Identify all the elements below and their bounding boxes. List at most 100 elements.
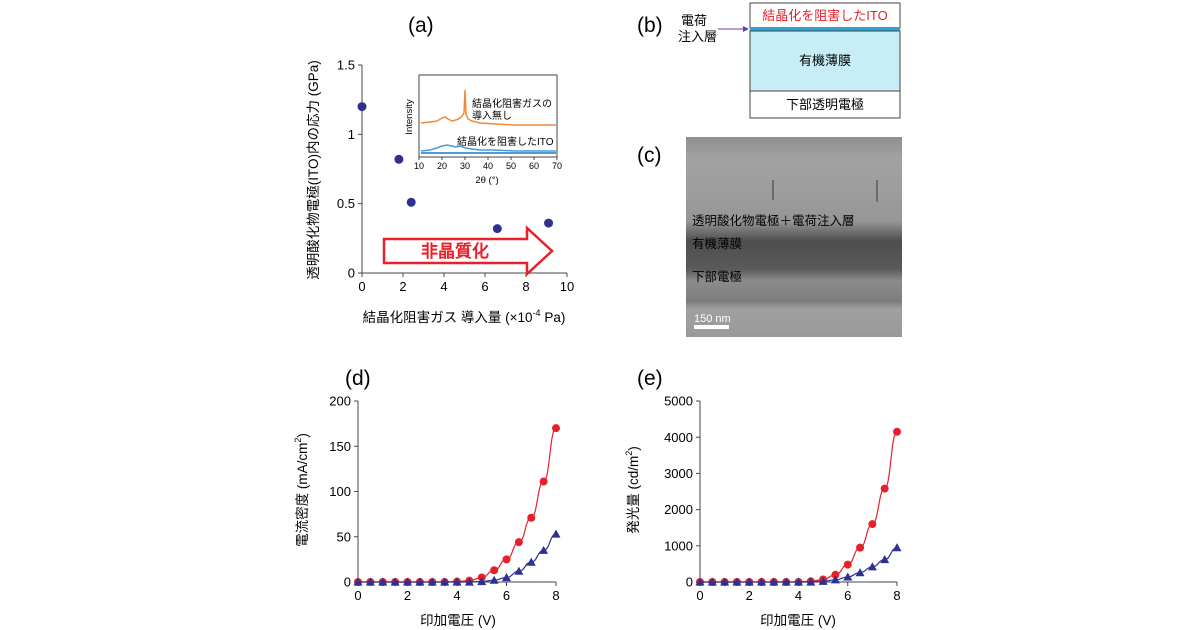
inset-legend-no-gas-line2: 導入無し — [472, 109, 512, 122]
chart-d-xtick-label: 0 — [354, 588, 361, 603]
chart-d-point — [440, 577, 450, 586]
inject-label-line2: 注入層 — [678, 29, 717, 44]
chart-a-ylabel: 透明酸化物電極(ITO)内の応力 (GPa) — [306, 60, 321, 280]
chart-e-xtick-label: 6 — [844, 588, 851, 603]
chart-a-xlabel: 結晶化阻害ガス 導入量 (×10-4 Pa) — [363, 308, 566, 325]
chart-a-point — [492, 224, 502, 234]
chart-e-point — [843, 572, 853, 581]
chart-a-point — [394, 154, 404, 164]
chart-e-ytick-label: 3000 — [664, 466, 693, 481]
inset-series-no-gas — [420, 89, 556, 126]
chart-a: 0 2 4 6 8 10 00.511.5 透明酸化物電極(ITO)内の応力 (GPa) … — [306, 58, 574, 325]
chart-d-point — [514, 538, 523, 547]
inset-xtick-label: 50 — [506, 161, 516, 171]
chart-d-point — [477, 577, 487, 586]
chart-a-ytick-label: 0.5 — [337, 196, 355, 211]
chart-d-ytick-label: 200 — [329, 394, 351, 409]
chart-e-ytick-label: 0 — [686, 575, 693, 590]
chart-d-xtick-label: 4 — [453, 588, 460, 603]
chart-d-xlabel: 印加電圧 (V) — [420, 613, 496, 628]
chart-e-point — [744, 577, 754, 586]
chart-e-series-line — [699, 431, 898, 583]
top-layer-box — [749, 2, 901, 29]
inject-label-line1: 電荷 — [681, 13, 707, 28]
chart-d-point — [551, 529, 561, 538]
tem-top-band — [686, 160, 902, 200]
inject-arrowhead — [743, 26, 749, 32]
inset-ylabel: Intensity — [404, 99, 415, 135]
panel-a-label: (a) — [408, 14, 434, 37]
chart-e-xlabel: 印加電圧 (V) — [760, 613, 836, 628]
chart-d-ytick-label: 0 — [344, 575, 351, 590]
organic-layer-box — [749, 30, 901, 92]
inset-series-ito — [420, 144, 556, 152]
chart-d-ylabel: 電流密度 (mA/cm2) — [293, 433, 310, 547]
chart-d-series-line — [357, 533, 557, 583]
chart-d-xtick-label: 8 — [552, 588, 559, 603]
chart-e-point — [868, 520, 877, 529]
chart-d-point — [353, 577, 363, 586]
chart-e-point — [781, 577, 791, 586]
chart-e-xtick-label: 4 — [795, 588, 802, 603]
chart-d-xtick-label: 2 — [404, 588, 411, 603]
chart-e-point — [855, 568, 865, 577]
chart-e-ytick-label: 1000 — [664, 538, 693, 553]
chart-d-point — [403, 577, 412, 586]
tem-label-bottom: 下部電極 — [692, 269, 742, 284]
chart-e-point — [720, 577, 730, 586]
chart-e-point — [831, 570, 840, 579]
organic-layer-label: 有機薄膜 — [799, 53, 851, 68]
chart-e-point — [707, 577, 717, 586]
chart-a-xtick-label: 6 — [481, 279, 488, 294]
chart-d-point — [552, 424, 560, 433]
scale-bar-label: 150 nm — [694, 313, 731, 325]
chart-e-ytick-label: 5000 — [664, 394, 693, 409]
panel-c-label: (c) — [637, 144, 662, 167]
chart-d-point — [489, 575, 499, 584]
chart-a-point — [357, 102, 367, 112]
diagram-b: 結晶化を阻害したITO 有機薄膜 下部透明電極 電荷 注入層 — [678, 2, 901, 119]
inset-xtick-label: 40 — [483, 161, 493, 171]
bottom-electrode-label: 下部透明電極 — [786, 97, 864, 112]
chart-e-xtick-label: 2 — [746, 588, 753, 603]
chart-d-point — [526, 557, 536, 566]
chart-e-point — [843, 560, 852, 569]
chart-e-point — [880, 484, 889, 493]
panel-d-label: (d) — [345, 367, 371, 390]
tem-label-mid: 有機薄膜 — [692, 236, 742, 251]
chart-d-point — [539, 477, 548, 486]
chart-e-xtick-label: 0 — [696, 588, 703, 603]
scale-bar — [694, 325, 729, 329]
chart-e-point — [818, 576, 828, 585]
chart-d: 0 2 4 6 8 0 50 100 150 200 電流密度 (mA/cm2) 印加電圧 (V… — [293, 394, 561, 628]
inset-xtick-label: 30 — [460, 161, 470, 171]
chart-e-point — [856, 543, 865, 552]
chart-a-ytick-label: 1.5 — [337, 58, 355, 73]
chart-d-point — [390, 577, 400, 586]
chart-e-point — [892, 543, 902, 552]
inset-xtick-label: 70 — [552, 161, 562, 171]
inset-legend-ito: 結晶化を阻害したITO — [457, 135, 554, 148]
inset-xlabel: 2θ (°) — [475, 175, 498, 186]
chart-e-ytick-label: 2000 — [664, 502, 693, 517]
chart-a-xtick-label: 4 — [440, 279, 447, 294]
chart-d-point — [452, 577, 462, 586]
chart-d-ytick-label: 50 — [337, 529, 351, 544]
amorphization-arrow — [382, 225, 554, 277]
chart-e-point — [880, 555, 890, 564]
inset-legend-no-gas-line1: 結晶化阻害ガスの — [472, 97, 552, 110]
inset-xtick-label: 20 — [437, 161, 447, 171]
chart-d-point — [490, 566, 499, 575]
chart-d-point — [415, 577, 425, 586]
chart-d-ytick-label: 150 — [329, 439, 351, 454]
chart-d-point — [365, 577, 375, 586]
chart-d-series-line — [357, 427, 557, 583]
top-layer-label: 結晶化を阻害したITO — [762, 8, 887, 23]
chart-a-xtick-label: 10 — [560, 279, 574, 294]
panel-b-label: (b) — [637, 14, 663, 37]
panel-e-label: (e) — [637, 367, 663, 390]
chart-e-point — [806, 577, 816, 586]
chart-a-xtick-label: 0 — [358, 279, 365, 294]
